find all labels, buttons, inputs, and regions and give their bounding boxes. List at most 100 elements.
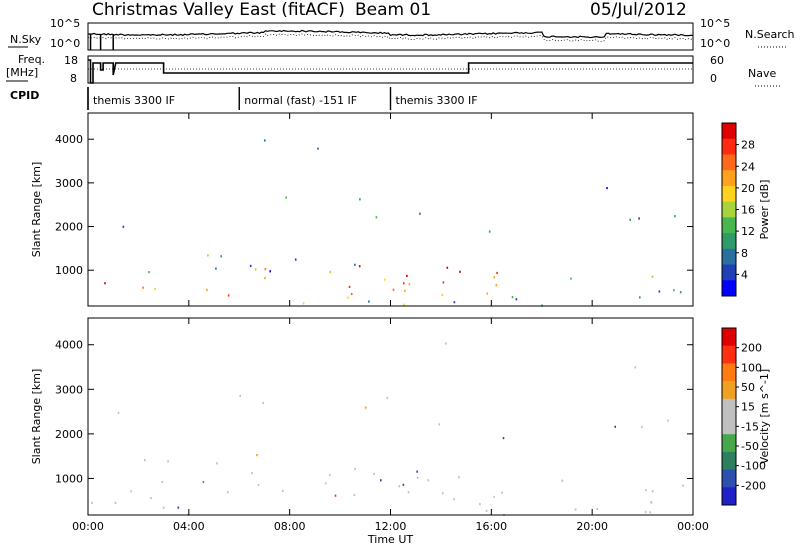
velocity-colorbar-tick-label: -100 xyxy=(741,460,766,473)
power-cell xyxy=(441,293,444,296)
power-cell xyxy=(651,275,654,278)
velocity-cell xyxy=(202,480,205,484)
power-colorbar-swatch xyxy=(722,217,736,234)
velocity-cell xyxy=(239,394,241,397)
freq-tick-top: 18 xyxy=(64,54,78,67)
velocity-cell xyxy=(416,470,418,473)
velocity-cell xyxy=(667,419,669,422)
velocity-cell xyxy=(216,462,218,465)
velocity-cell xyxy=(682,484,684,487)
velocity-cell xyxy=(427,479,430,482)
power-cell xyxy=(329,270,332,274)
power-colorbar-tick-label: 12 xyxy=(741,225,755,238)
power-ylabel: Slant Range [km] xyxy=(30,162,43,258)
power-cell xyxy=(402,282,405,285)
power-cell xyxy=(269,270,271,273)
power-cell xyxy=(515,298,518,301)
velocity-panel: 1000 2000 3000 4000 00:00 04:00 08:00 12:00 16:0… xyxy=(30,317,771,546)
velocity-cell xyxy=(334,494,337,497)
velocity-colorbar-swatch xyxy=(722,381,736,400)
cpid-segment-label-1: normal (fast) -151 IF xyxy=(244,94,357,107)
power-colorbar-tick-label: 20 xyxy=(741,182,755,195)
velocity-colorbar-tick-label: 100 xyxy=(741,361,762,374)
power-cell xyxy=(358,265,361,268)
freq-unit: [MHz] xyxy=(6,66,38,79)
power-cell xyxy=(658,290,661,293)
power-colorbar-swatch xyxy=(722,123,736,140)
velocity-cell xyxy=(501,491,503,494)
power-cell xyxy=(148,271,150,274)
power-cell xyxy=(207,254,209,257)
velocity-cell xyxy=(458,476,460,479)
velocity-xtick-label: 12:00 xyxy=(375,520,407,533)
velocity-cell xyxy=(364,406,367,409)
velocity-cell xyxy=(641,425,643,428)
velocity-cell xyxy=(91,501,93,505)
velocity-cell xyxy=(262,401,264,405)
cpid-label: CPID xyxy=(10,89,39,102)
velocity-ytick-label: 1000 xyxy=(55,472,83,485)
nsky-label: N.Sky xyxy=(10,33,42,46)
velocity-colorbar-swatch xyxy=(722,363,736,382)
velocity-cell xyxy=(402,483,405,486)
velocity-cell xyxy=(380,479,382,482)
velocity-xtick-label: 00:00 xyxy=(677,520,709,533)
velocity-cell xyxy=(561,479,563,482)
station-title: Christmas Valley East (fitACF) xyxy=(92,0,345,20)
power-cell xyxy=(495,284,498,287)
velocity-colorbar-swatch xyxy=(722,328,736,347)
power-cell xyxy=(442,281,445,284)
velocity-cell xyxy=(257,483,260,487)
power-cell xyxy=(638,217,640,220)
power-panel: 1000 2000 3000 4000 Slant Range [km] 4 8 12 16 20… xyxy=(30,112,771,307)
velocity-cell xyxy=(354,468,356,471)
power-cell xyxy=(453,301,456,304)
velocity-cell xyxy=(398,485,401,488)
power-colorbar-label: Power [dB] xyxy=(758,180,771,240)
velocity-cell xyxy=(479,503,481,506)
velocity-background xyxy=(88,318,693,515)
power-cell xyxy=(511,296,514,299)
power-cell xyxy=(639,296,641,299)
date-label: 05/Jul/2012 xyxy=(590,0,687,20)
power-cell xyxy=(215,267,217,270)
velocity-cell xyxy=(485,509,488,512)
velocity-cell xyxy=(407,491,410,494)
cpid-segment-label-0: themis 3300 IF xyxy=(93,94,175,107)
velocity-ytick-label: 3000 xyxy=(55,383,83,396)
power-colorbar-tick-label: 8 xyxy=(741,247,748,260)
nave-label: Nave xyxy=(748,67,776,80)
velocity-cell xyxy=(441,492,444,495)
power-cell xyxy=(354,263,356,266)
power-colorbar-swatch xyxy=(722,170,736,187)
power-cell xyxy=(488,230,491,233)
power-cell xyxy=(359,198,361,201)
velocity-xtick-label: 00:00 xyxy=(72,520,104,533)
power-cell xyxy=(348,285,351,288)
velocity-colorbar-tick-label: -200 xyxy=(741,479,766,492)
velocity-colorbar-swatch xyxy=(722,345,736,364)
power-ytick-label: 1000 xyxy=(55,264,83,277)
velocity-cell xyxy=(281,489,284,492)
velocity-cell xyxy=(438,423,441,426)
power-cell xyxy=(264,277,266,280)
velocity-xtick-label: 08:00 xyxy=(274,520,306,533)
velocity-cell xyxy=(596,507,598,510)
velocity-cell xyxy=(144,459,146,462)
velocity-cell xyxy=(386,396,389,400)
power-cell xyxy=(606,187,608,190)
power-cell xyxy=(403,303,405,306)
velocity-ytick-label: 4000 xyxy=(55,339,83,352)
velocity-colorbar-tick-label: -15 xyxy=(741,420,759,433)
power-cell xyxy=(206,288,208,291)
power-colorbar-swatch xyxy=(722,280,736,297)
velocity-cell xyxy=(453,498,455,501)
power-cell xyxy=(404,289,406,292)
power-colorbar-swatch xyxy=(722,248,736,266)
velocity-cell xyxy=(353,493,356,497)
velocity-colorbar-swatch xyxy=(722,451,736,471)
velocity-cell xyxy=(161,480,164,484)
velocity-cell xyxy=(651,490,654,493)
velocity-xtick-label: 04:00 xyxy=(173,520,205,533)
velocity-cell xyxy=(329,473,331,477)
